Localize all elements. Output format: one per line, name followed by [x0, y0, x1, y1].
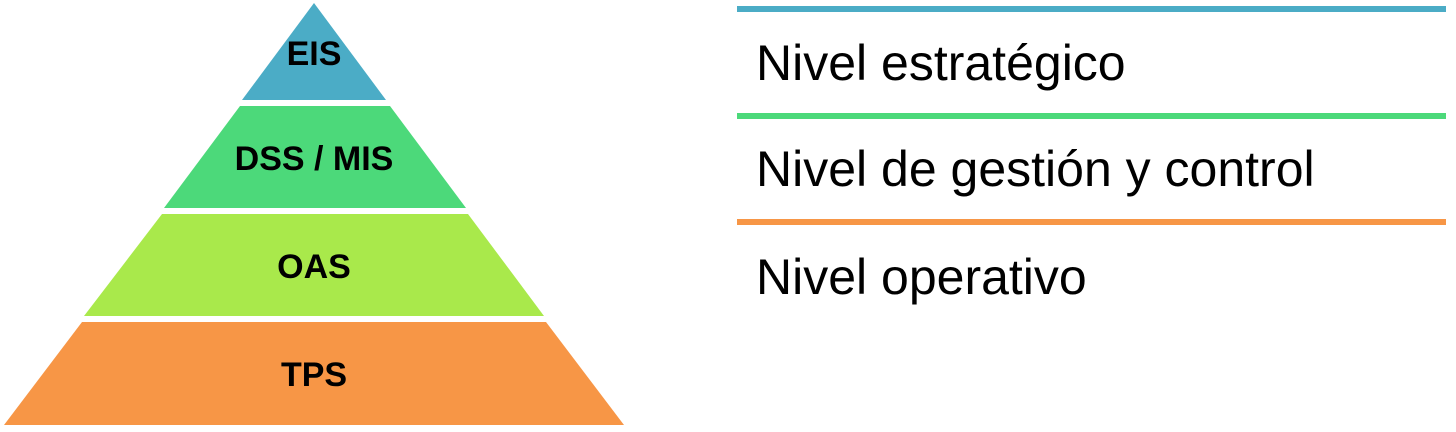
pyramid-tier-label-tps: TPS — [281, 356, 347, 394]
pyramid-tier-eis — [242, 3, 386, 100]
pyramid-tier-oas — [84, 214, 544, 316]
pyramid-tier-dss-mis — [164, 106, 466, 208]
pyramid-diagram: EIS DSS / MIS OAS TPS — [4, 3, 624, 425]
level-label-management: Nivel de gestión y control — [756, 141, 1315, 197]
level-label-strategic: Nivel estratégico — [756, 35, 1126, 91]
level-label-operational: Nivel operativo — [756, 249, 1087, 305]
pyramid-tier-label-dss-mis: DSS / MIS — [235, 140, 394, 178]
pyramid-tier-label-eis: EIS — [287, 35, 342, 73]
level-divider-management — [737, 113, 1446, 119]
pyramid-tier-label-oas: OAS — [277, 248, 351, 286]
pyramid-tier-tps — [4, 322, 624, 425]
level-divider-strategic — [737, 6, 1446, 12]
level-divider-operational — [737, 219, 1446, 225]
